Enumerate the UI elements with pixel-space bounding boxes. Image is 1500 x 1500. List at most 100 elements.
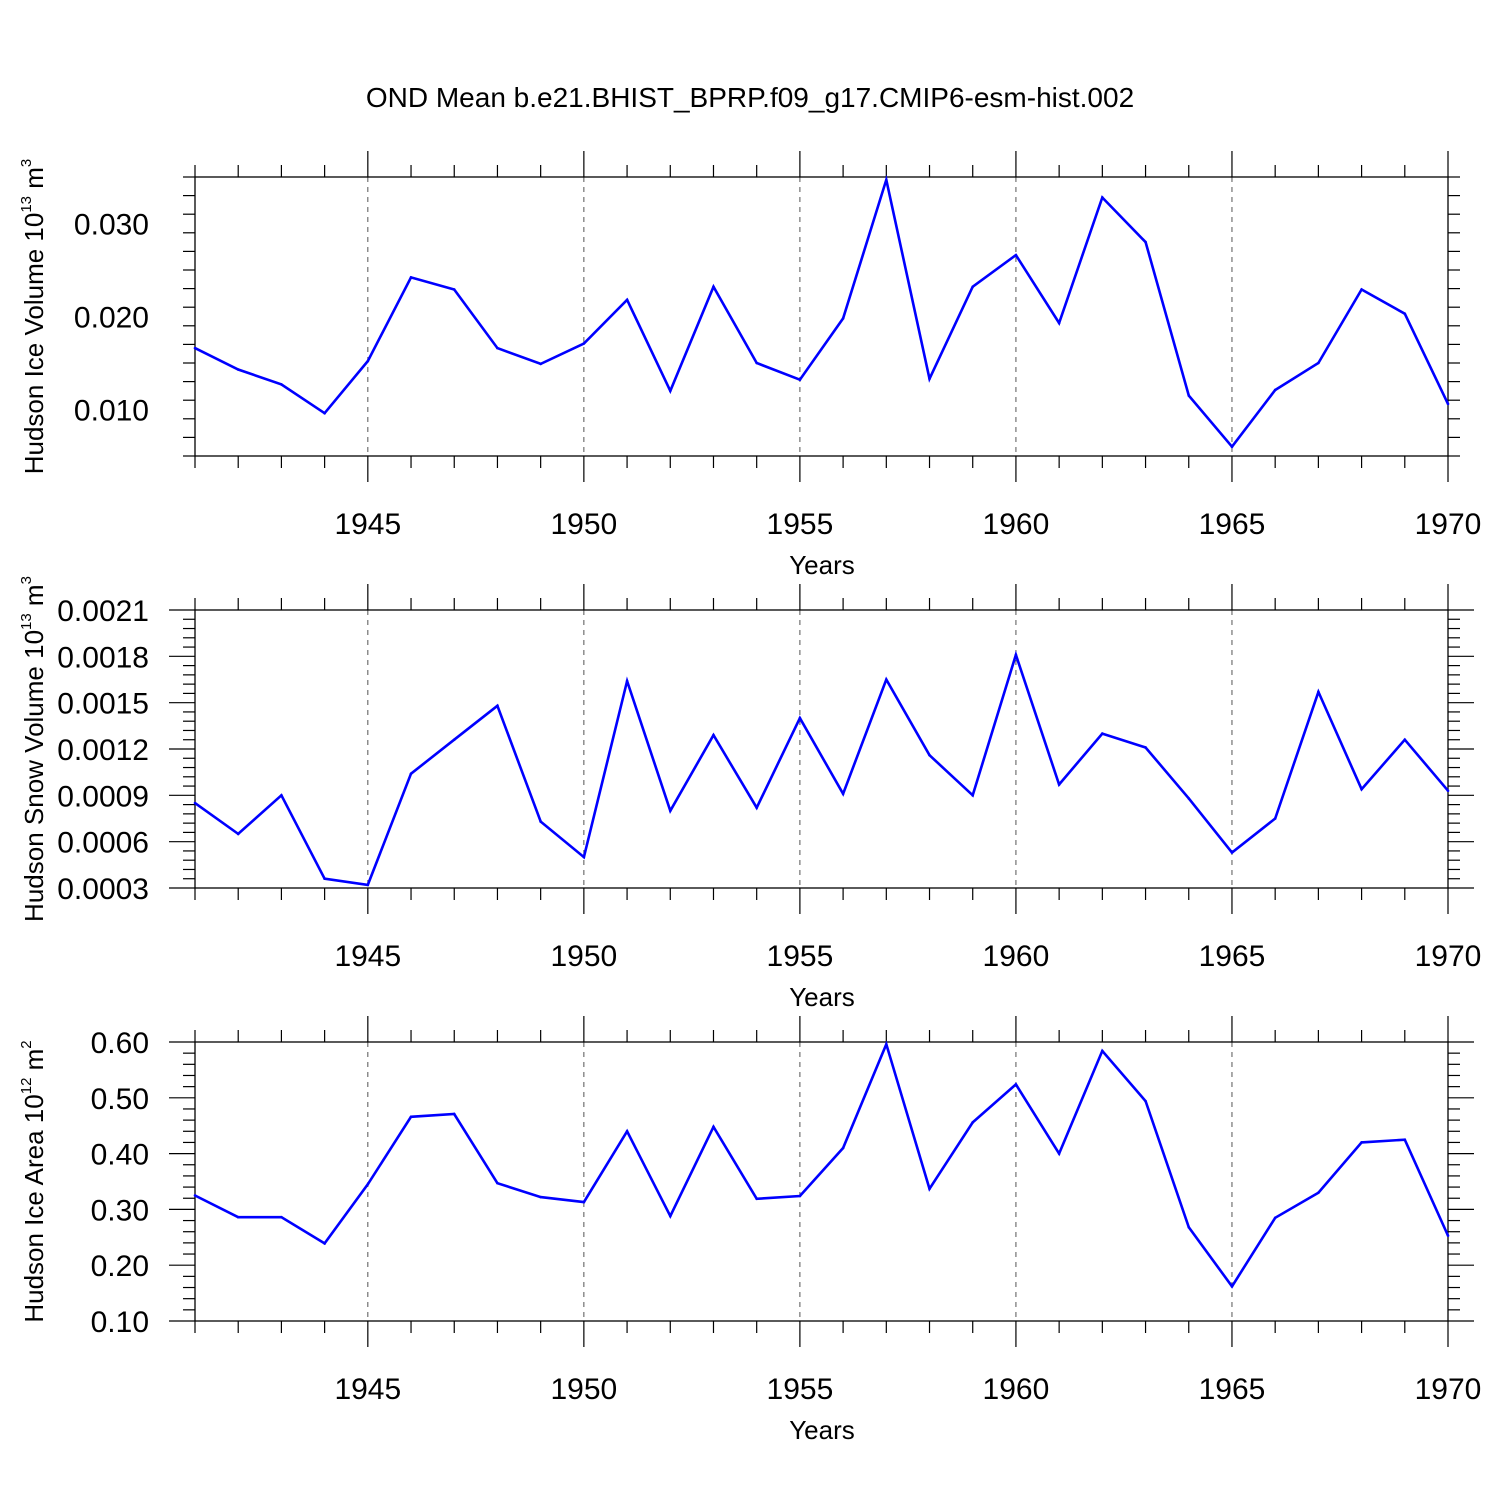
data-point-1957 — [885, 1042, 888, 1046]
ytick-label: 0.0018 — [57, 641, 149, 674]
y-axis-title-superscript: 3 — [18, 159, 35, 167]
data-point-1958 — [928, 753, 931, 757]
data-point-1954 — [755, 361, 758, 365]
xtick-label: 1955 — [767, 940, 834, 973]
data-point-1948 — [496, 346, 499, 350]
data-point-1952 — [668, 809, 672, 813]
data-point-1962 — [1101, 732, 1104, 735]
panel-2: 0.0003 0.0006 0.0009 0.0012 0.0015 0.0018 0.00… — [18, 576, 1481, 1012]
data-point-1963 — [1144, 240, 1147, 244]
xtick-label: 1970 — [1415, 1373, 1482, 1406]
panel-3: 0.10 0.20 0.30 0.40 0.50 0.60 1945 1950 1955 1960… — [18, 1016, 1481, 1445]
plot-frame — [194, 1041, 1449, 1322]
xtick-label: 1960 — [983, 940, 1050, 973]
data-point-1943 — [280, 1215, 283, 1219]
y-axis-title-superscript: 13 — [18, 613, 35, 630]
data-point-1956 — [841, 1146, 845, 1150]
data-point-1942 — [236, 832, 240, 836]
data-point-1944 — [323, 411, 326, 415]
y-axis-title-part: m — [19, 1049, 49, 1078]
data-point-1970 — [1446, 402, 1450, 406]
data-point-1942 — [236, 368, 240, 371]
data-point-1964 — [1187, 394, 1191, 397]
xtick-label: 1955 — [767, 508, 834, 541]
data-point-1948 — [496, 1181, 499, 1185]
data-point-1963 — [1144, 1099, 1147, 1103]
y-axis-title-part: Hudson Ice Area 10 — [19, 1094, 49, 1322]
data-point-1950 — [582, 855, 586, 859]
data-point-1966 — [1273, 817, 1277, 820]
data-point-1947 — [452, 288, 456, 291]
data-point-1951 — [625, 679, 629, 683]
data-point-1955 — [798, 716, 802, 720]
ytick-label: 0.030 — [74, 209, 149, 242]
y-axis-title: Hudson Snow Volume 1013 m3 — [18, 576, 49, 922]
data-point-1970 — [1446, 1234, 1450, 1237]
data-point-1962 — [1101, 1049, 1104, 1053]
data-point-1951 — [625, 1129, 629, 1133]
xtick-label: 1965 — [1199, 508, 1266, 541]
data-point-1965 — [1230, 1285, 1234, 1288]
data-point-1964 — [1187, 1225, 1191, 1229]
ytick-label: 0.30 — [91, 1194, 149, 1227]
ytick-label: 0.0021 — [57, 595, 149, 628]
y-axis-title-part: m — [19, 584, 49, 613]
data-line — [194, 1040, 1450, 1289]
x-axis-title: Years — [789, 982, 855, 1012]
xtick-label: 1965 — [1199, 1373, 1266, 1406]
x-axis-title: Years — [789, 1415, 855, 1445]
xtick-label: 1950 — [550, 940, 617, 973]
data-point-1943 — [280, 383, 283, 386]
data-point-1965 — [1230, 851, 1234, 854]
y-axis-title: Hudson Ice Volume 1013 m3 — [18, 159, 49, 475]
data-point-1967 — [1317, 1191, 1320, 1194]
data-point-1945 — [366, 883, 370, 887]
xtick-label: 1970 — [1415, 508, 1482, 541]
ytick-label: 0.10 — [91, 1306, 149, 1339]
x-axis-title: Years — [789, 550, 855, 580]
data-point-1941 — [193, 801, 197, 805]
ytick-label: 0.0003 — [57, 873, 149, 906]
xtick-label: 1945 — [334, 1373, 401, 1406]
y-axis-title-superscript: 3 — [18, 576, 35, 584]
data-point-1959 — [971, 1121, 975, 1124]
data-point-1958 — [928, 1187, 931, 1191]
data-point-1967 — [1317, 690, 1320, 694]
ytick-label: 0.0015 — [57, 688, 149, 721]
data-point-1947 — [452, 1112, 456, 1116]
data-point-1966 — [1273, 1216, 1277, 1220]
data-point-1951 — [625, 298, 629, 302]
y-axis-title-superscript: 2 — [18, 1040, 35, 1048]
data-point-1953 — [712, 733, 715, 737]
data-point-1956 — [841, 317, 845, 320]
y-axis-title-part: Hudson Snow Volume 10 — [19, 630, 49, 922]
y-axis-title-part: Hudson Ice Volume 10 — [19, 213, 49, 475]
data-point-1960 — [1014, 1083, 1018, 1086]
data-line — [194, 650, 1449, 887]
xtick-label: 1955 — [767, 1373, 834, 1406]
data-point-1960 — [1014, 653, 1018, 657]
data-point-1945 — [366, 359, 370, 363]
data-point-1950 — [582, 1200, 586, 1204]
ytick-label: 0.020 — [74, 302, 149, 335]
data-point-1947 — [452, 738, 456, 742]
data-point-1960 — [1014, 253, 1018, 257]
data-line — [194, 174, 1450, 449]
ytick-label: 0.50 — [91, 1083, 149, 1116]
xtick-label: 1950 — [550, 508, 617, 541]
data-point-1954 — [755, 1197, 758, 1201]
data-point-1957 — [885, 178, 888, 182]
data-point-1948 — [496, 704, 499, 708]
data-point-1941 — [193, 1194, 197, 1197]
data-point-1952 — [668, 1214, 672, 1218]
data-point-1969 — [1403, 312, 1407, 316]
figure-title: OND Mean b.e21.BHIST_BPRP.f09_g17.CMIP6-… — [366, 82, 1134, 113]
y-axis-title: Hudson Ice Area 1012 m2 — [18, 1040, 49, 1322]
data-point-1968 — [1360, 288, 1363, 291]
data-point-1969 — [1403, 738, 1407, 742]
xtick-label: 1965 — [1199, 940, 1266, 973]
ytick-label: 0.010 — [74, 395, 149, 428]
data-point-1958 — [928, 377, 931, 381]
ytick-label: 0.0006 — [57, 827, 149, 860]
data-point-1964 — [1187, 797, 1191, 800]
